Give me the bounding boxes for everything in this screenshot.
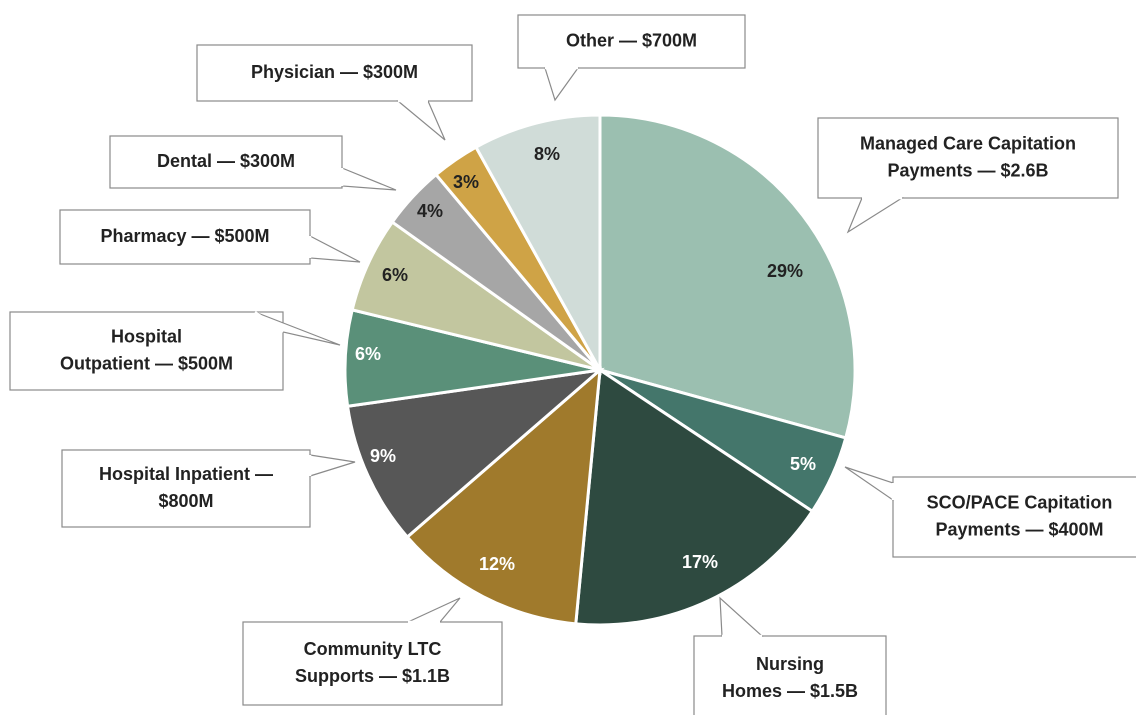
callout-box: [817, 117, 1119, 199]
category-label: Payments — $2.6B: [887, 160, 1048, 180]
value-label: 4%: [417, 201, 443, 221]
callout-pointer: [341, 167, 397, 191]
callout-pointer: [719, 596, 764, 637]
category-label: Payments — $400M: [935, 519, 1103, 539]
callout-pointer: [396, 100, 446, 141]
callout-pointer: [844, 466, 894, 502]
callout-pointer: [407, 597, 461, 623]
callout-box: [59, 209, 311, 265]
pie-slice: [598, 113, 857, 440]
callout-box: [196, 44, 473, 102]
callout-box: [693, 635, 887, 715]
callout-pointer: [544, 67, 580, 102]
callout-box: [9, 311, 284, 391]
pie-slice: [473, 113, 602, 376]
pie-slice: [574, 367, 815, 627]
value-label: 6%: [355, 344, 381, 364]
callout-box: [61, 449, 311, 528]
category-label: Community LTC: [304, 639, 442, 659]
category-label: Hospital Inpatient —: [99, 464, 273, 484]
category-label: Dental — $300M: [157, 151, 295, 171]
category-label: Hospital: [111, 326, 182, 346]
callout-join: [254, 310, 284, 334]
category-label: Managed Care Capitation: [860, 133, 1076, 153]
value-label: 3%: [453, 172, 479, 192]
category-label: SCO/PACE Capitation: [927, 492, 1113, 512]
category-label: Nursing: [756, 654, 824, 674]
callout-box: [109, 135, 343, 189]
value-label: 5%: [790, 454, 816, 474]
pie-slice: [405, 366, 602, 626]
category-label: Pharmacy — $500M: [100, 226, 269, 246]
callout-pointer: [309, 454, 356, 477]
callout-box: [892, 476, 1136, 558]
callout-pointer: [309, 235, 361, 263]
pie-slice: [345, 367, 605, 540]
category-label: Outpatient — $500M: [60, 353, 233, 373]
category-label: Supports — $1.1B: [295, 666, 450, 686]
callout-box: [517, 14, 746, 69]
callout-pointer: [846, 197, 905, 234]
value-label: 9%: [370, 446, 396, 466]
category-label: Other — $700M: [566, 30, 697, 50]
value-label: 6%: [382, 265, 408, 285]
value-label: 17%: [682, 552, 718, 572]
value-label: 12%: [479, 554, 515, 574]
category-label: $800M: [158, 491, 213, 511]
category-label: Homes — $1.5B: [722, 681, 858, 701]
value-label: 8%: [534, 144, 560, 164]
callout-box: [242, 621, 503, 706]
value-label: 29%: [767, 261, 803, 281]
category-label: Physician — $300M: [251, 62, 418, 82]
